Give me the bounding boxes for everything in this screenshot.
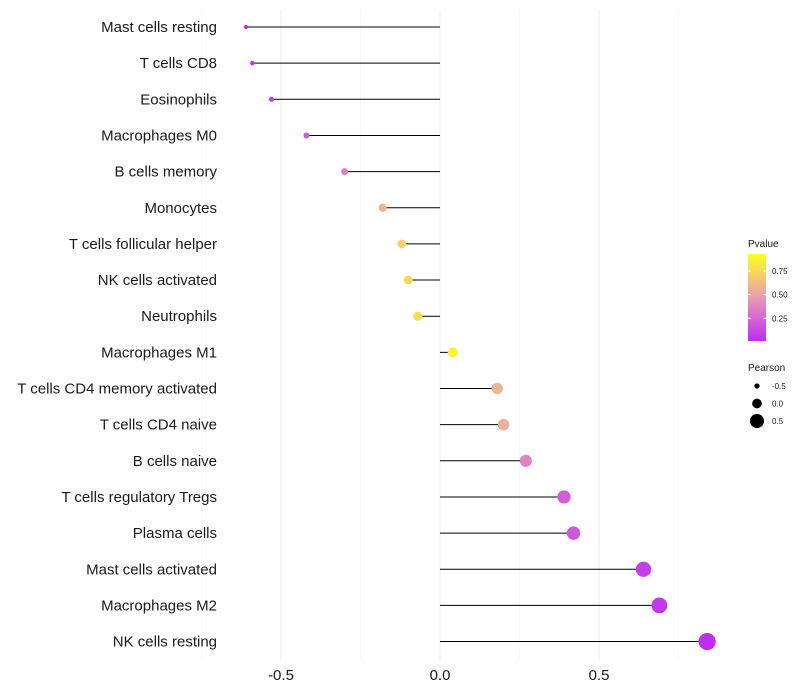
color-bar xyxy=(748,254,766,341)
category-label: Mast cells activated xyxy=(86,561,217,578)
category-label: Macrophages M0 xyxy=(101,127,217,144)
size-legend-dot xyxy=(752,398,762,409)
color-legend-label: 0.25 xyxy=(772,314,788,323)
dot xyxy=(243,24,249,30)
x-tick-label: 0.5 xyxy=(589,667,610,684)
dot xyxy=(403,275,413,285)
size-legend-dot xyxy=(749,413,765,429)
dot xyxy=(698,632,716,651)
dot xyxy=(413,311,423,321)
dot xyxy=(519,454,532,467)
category-label: T cells follicular helper xyxy=(69,236,217,253)
x-tick-label: -0.5 xyxy=(268,667,294,684)
category-label: B cells memory xyxy=(114,164,217,181)
category-label: T cells CD4 memory activated xyxy=(17,381,217,398)
category-label: Plasma cells xyxy=(133,525,217,542)
dot xyxy=(497,418,510,431)
category-label: Eosinophils xyxy=(140,91,217,108)
dot xyxy=(635,561,652,577)
dot xyxy=(341,168,349,176)
size-legend-dot xyxy=(754,383,760,389)
category-label: NK cells resting xyxy=(113,634,217,651)
category-label: T cells regulatory Tregs xyxy=(61,489,217,506)
category-label: T cells CD8 xyxy=(140,55,217,72)
size-legend-label: 0.0 xyxy=(772,400,784,409)
category-label: NK cells activated xyxy=(98,272,217,289)
category-label: Neutrophils xyxy=(141,308,217,325)
dot xyxy=(447,347,458,358)
category-label: Mast cells resting xyxy=(101,19,217,36)
dot xyxy=(491,382,503,395)
category-labels: Mast cells resting T cells CD8 Eosinophils… xyxy=(17,19,217,651)
x-tick-label: 0.0 xyxy=(430,667,451,684)
dot xyxy=(566,526,581,540)
dot xyxy=(651,597,668,614)
size-legend-label: 0.5 xyxy=(772,417,784,426)
grid-lines xyxy=(201,10,679,660)
dot xyxy=(378,203,387,212)
stems xyxy=(246,26,708,643)
category-label: T cells CD4 naive xyxy=(100,417,217,434)
category-label: Monocytes xyxy=(144,200,217,217)
legend: Pvalue 0.75 0.50 0.25 Pearson -0.5 0.0 0.5 xyxy=(748,239,788,429)
color-legend-label: 0.50 xyxy=(772,291,788,300)
dot xyxy=(268,96,274,102)
color-legend-label: 0.75 xyxy=(772,267,788,276)
size-legend-title: Pearson xyxy=(748,363,785,374)
dot xyxy=(397,239,407,249)
dot xyxy=(250,60,255,66)
x-axis-ticks: -0.5 0.0 0.5 xyxy=(268,667,609,684)
dot xyxy=(557,490,571,504)
category-label: Macrophages M2 xyxy=(101,597,217,614)
dots xyxy=(243,24,716,651)
dot xyxy=(303,132,310,139)
category-label: B cells naive xyxy=(133,453,217,470)
size-legend-label: -0.5 xyxy=(772,382,786,391)
category-label: Macrophages M1 xyxy=(101,344,217,361)
color-legend-title: Pvalue xyxy=(748,239,779,250)
